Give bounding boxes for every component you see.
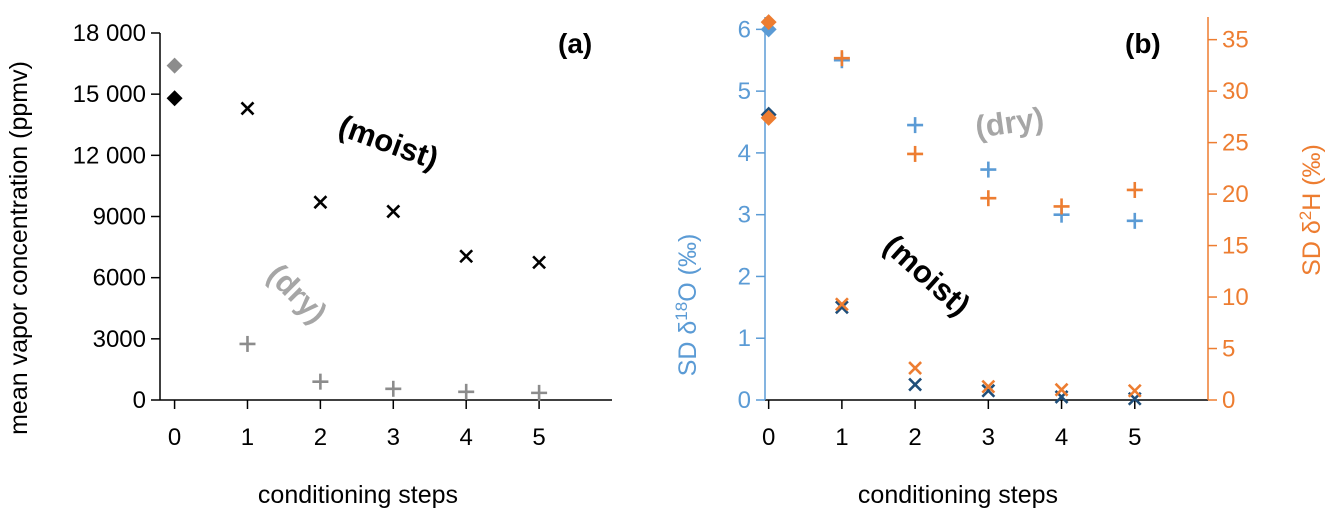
panel-a-point-dry (531, 384, 548, 401)
panel-b-left-tick-label: 2 (738, 263, 751, 290)
panel-a-point-dry_step0 (166, 57, 183, 74)
panel-b-annotation-moist: (moist) (877, 228, 977, 323)
panel-b-point-d2H_dry (833, 50, 850, 67)
panel-b-point-d18O_dry (907, 117, 924, 134)
panel-a-point-moist (386, 204, 401, 219)
panel-b-left-tick-labels: 0 1 2 3 4 5 6 (738, 16, 765, 414)
panel-b-point-d2H_moist (1127, 383, 1142, 398)
panel-a-y-axis-title: mean vapor concentration (ppmv) (5, 61, 33, 435)
panel-b-right-tick-label: 10 (1222, 284, 1249, 311)
panel-b-point-d2H_moist (834, 297, 849, 312)
panel-b-right-tick-label: 5 (1222, 336, 1235, 363)
panel-b-right-tick-label: 30 (1222, 78, 1249, 105)
panel-a-point-moist_step0 (166, 90, 183, 107)
panel-a-annotation-moist: (moist) (334, 108, 443, 176)
panel-b-right-tick-label: 20 (1222, 181, 1249, 208)
panel-b-point-d18O_moist (981, 383, 996, 398)
panel-b-right-tick-label: 0 (1222, 387, 1235, 414)
panel-a-point-moist (240, 101, 255, 116)
panel-a-x-tick-label: 5 (532, 424, 545, 451)
panel-a: 0 3000 6000 9000 12 000 15 000 18 000 0 1 2 3 4 5 m… (5, 20, 612, 509)
panel-b-left-tick-label: 6 (738, 16, 751, 43)
panel-b-right-tick-label: 35 (1222, 27, 1249, 54)
panel-b-right-tick-label: 25 (1222, 130, 1249, 157)
panel-a-point-moist (313, 195, 328, 210)
panel-b-point-d18O_moist (908, 377, 923, 392)
panel-b-point-d2H_dry (1126, 181, 1143, 198)
panel-b-point-d2H_moist_step0 (760, 109, 777, 126)
panel-a-x-tick-label: 2 (314, 424, 327, 451)
panel-b-right-axis-title: SD δ2H (‰) (1296, 144, 1326, 276)
panel-b-right-tick-label: 15 (1222, 233, 1249, 260)
panel-b-point-d2H_dry (980, 190, 997, 207)
panel-b-left-tick-label: 3 (738, 202, 751, 229)
panel-b-point-d18O_dry (980, 161, 997, 178)
panel-a-y-tick-label: 15 000 (73, 81, 146, 108)
panel-a-data-points (166, 57, 548, 401)
panel-b-x-axis-title: conditioning steps (858, 481, 1058, 509)
panel-a-point-dry (385, 380, 402, 397)
panel-b-point-d18O_dry (1126, 212, 1143, 229)
panel-a-y-tick-labels: 0 3000 6000 9000 12 000 15 000 18 000 (73, 20, 160, 414)
panel-a-x-axis-title: conditioning steps (258, 481, 458, 509)
panel-b-x-tick-label: 5 (1128, 424, 1141, 451)
panel-b-point-d2H_dry (907, 145, 924, 162)
panel-b-x-tick-label: 3 (982, 424, 995, 451)
panel-a-point-dry (239, 335, 256, 352)
panel-b-annotation-dry: (dry) (973, 100, 1046, 144)
panel-b: 0 1 2 3 4 5 6 0 5 10 15 20 25 30 35 0 1 2 3 4 5 SD δ18O (‰… (672, 14, 1326, 509)
panel-b-point-d2H_dry (1053, 198, 1070, 215)
panel-a-y-tick-label: 12 000 (73, 142, 146, 169)
panel-a-y-tick-label: 6000 (93, 265, 146, 292)
panel-b-x-tick-labels: 0 1 2 3 4 5 (762, 400, 1141, 451)
panel-a-y-tick-label: 9000 (93, 204, 146, 231)
panel-b-left-axis-title: SD δ18O (‰) (672, 234, 702, 377)
panel-b-left-tick-label: 1 (738, 325, 751, 352)
panel-a-y-tick-label: 3000 (93, 326, 146, 353)
panel-a-x-tick-label: 1 (241, 424, 254, 451)
panel-a-point-moist (532, 255, 547, 270)
panel-b-left-tick-label: 4 (738, 140, 751, 167)
panel-a-point-dry (458, 383, 475, 400)
panel-b-label: (b) (1125, 28, 1161, 59)
panel-b-left-tick-label: 0 (738, 387, 751, 414)
panel-a-annotation-dry: (dry) (261, 257, 334, 330)
panel-a-point-moist (459, 249, 474, 264)
panel-b-point-d2H_moist (908, 361, 923, 376)
panel-a-y-tick-label: 0 (133, 387, 146, 414)
panel-b-point-d2H_moist (1054, 382, 1069, 397)
panel-a-point-dry (312, 373, 329, 390)
panel-b-x-tick-label: 4 (1055, 424, 1068, 451)
panel-a-x-tick-label: 4 (460, 424, 473, 451)
panel-a-y-tick-label: 18 000 (73, 20, 146, 47)
panel-a-x-tick-labels: 0 1 2 3 4 5 (168, 400, 546, 451)
panel-b-point-d2H_moist (981, 379, 996, 394)
panel-b-right-tick-labels: 0 5 10 15 20 25 30 35 (1208, 27, 1249, 414)
panel-b-point-d18O_moist (834, 300, 849, 315)
panel-b-x-tick-label: 1 (835, 424, 848, 451)
panel-b-x-tick-label: 0 (762, 424, 775, 451)
panel-b-x-tick-label: 2 (908, 424, 921, 451)
panel-a-x-tick-label: 3 (387, 424, 400, 451)
panel-a-x-tick-label: 0 (168, 424, 181, 451)
panel-b-data-points (760, 14, 1143, 406)
panel-b-left-tick-label: 5 (738, 78, 751, 105)
panel-a-label: (a) (558, 28, 592, 59)
panel-b-point-d2H_step0 (760, 14, 777, 31)
